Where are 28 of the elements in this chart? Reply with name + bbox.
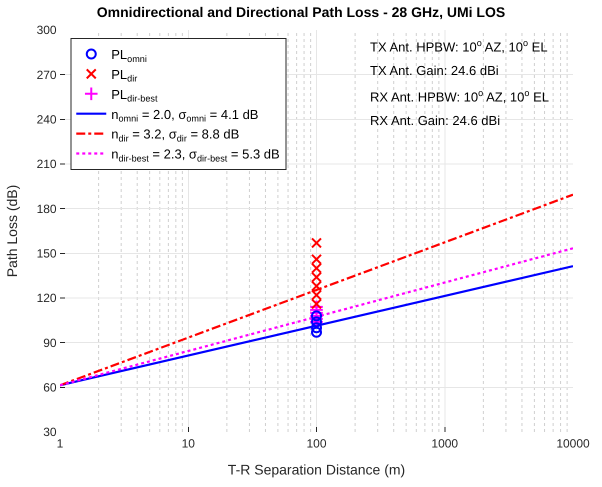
annotation: RX Ant. Gain: 24.6 dBi: [370, 113, 500, 128]
y-tick-label: 240: [36, 112, 57, 127]
x-tick-label: 10: [182, 436, 196, 450]
legend-label: n$_{dir-best}$ = 2.3, σ$_{dir-best}$ = 5.3 dB: [111, 146, 280, 164]
legend-label: n$_{omni}$ = 2.0, σ$_{omni}$ = 4.1 dB: [111, 106, 258, 124]
legend-label: PL$_{dir-best}$: [111, 86, 158, 104]
legend-label: PL$_{dir}$: [111, 66, 138, 84]
y-tick-label: 150: [36, 246, 57, 261]
x-tick-label: 1000: [431, 436, 458, 450]
x-tick-label: 1: [56, 436, 64, 450]
annotation: RX Ant. HPBW: 10$^{o}$ AZ, 10$^{o}$ EL: [370, 88, 549, 104]
x-tick-label: 100: [306, 436, 327, 450]
annotation: TX Ant. HPBW: 10$^{o}$ AZ, 10$^{o}$ EL: [370, 38, 548, 54]
x-tick-label: 10000: [556, 436, 590, 450]
y-tick-label: 30: [43, 425, 57, 440]
x-axis-title: T-R Separation Distance (m): [228, 462, 406, 478]
annotation: TX Ant. Gain: 24.6 dBi: [370, 63, 499, 78]
y-tick-label: 180: [36, 202, 57, 216]
y-tick-label: 300: [36, 23, 57, 38]
legend-label: PL$_{omni}$: [111, 47, 147, 64]
y-tick-label: 90: [43, 336, 57, 350]
y-tick-label: 60: [43, 380, 57, 395]
chart-title: Omnidirectional and Directional Path Loss - 28 GHz, UMi LOS: [96, 4, 506, 20]
y-axis-title: Path Loss (dB): [4, 184, 20, 278]
y-tick-label: 210: [36, 157, 57, 172]
y-tick-label: 270: [36, 68, 57, 82]
legend-label: n$_{dir}$ = 3.2, σ$_{dir}$ = 8.8 dB: [111, 126, 240, 144]
y-tick-label: 120: [36, 291, 57, 306]
